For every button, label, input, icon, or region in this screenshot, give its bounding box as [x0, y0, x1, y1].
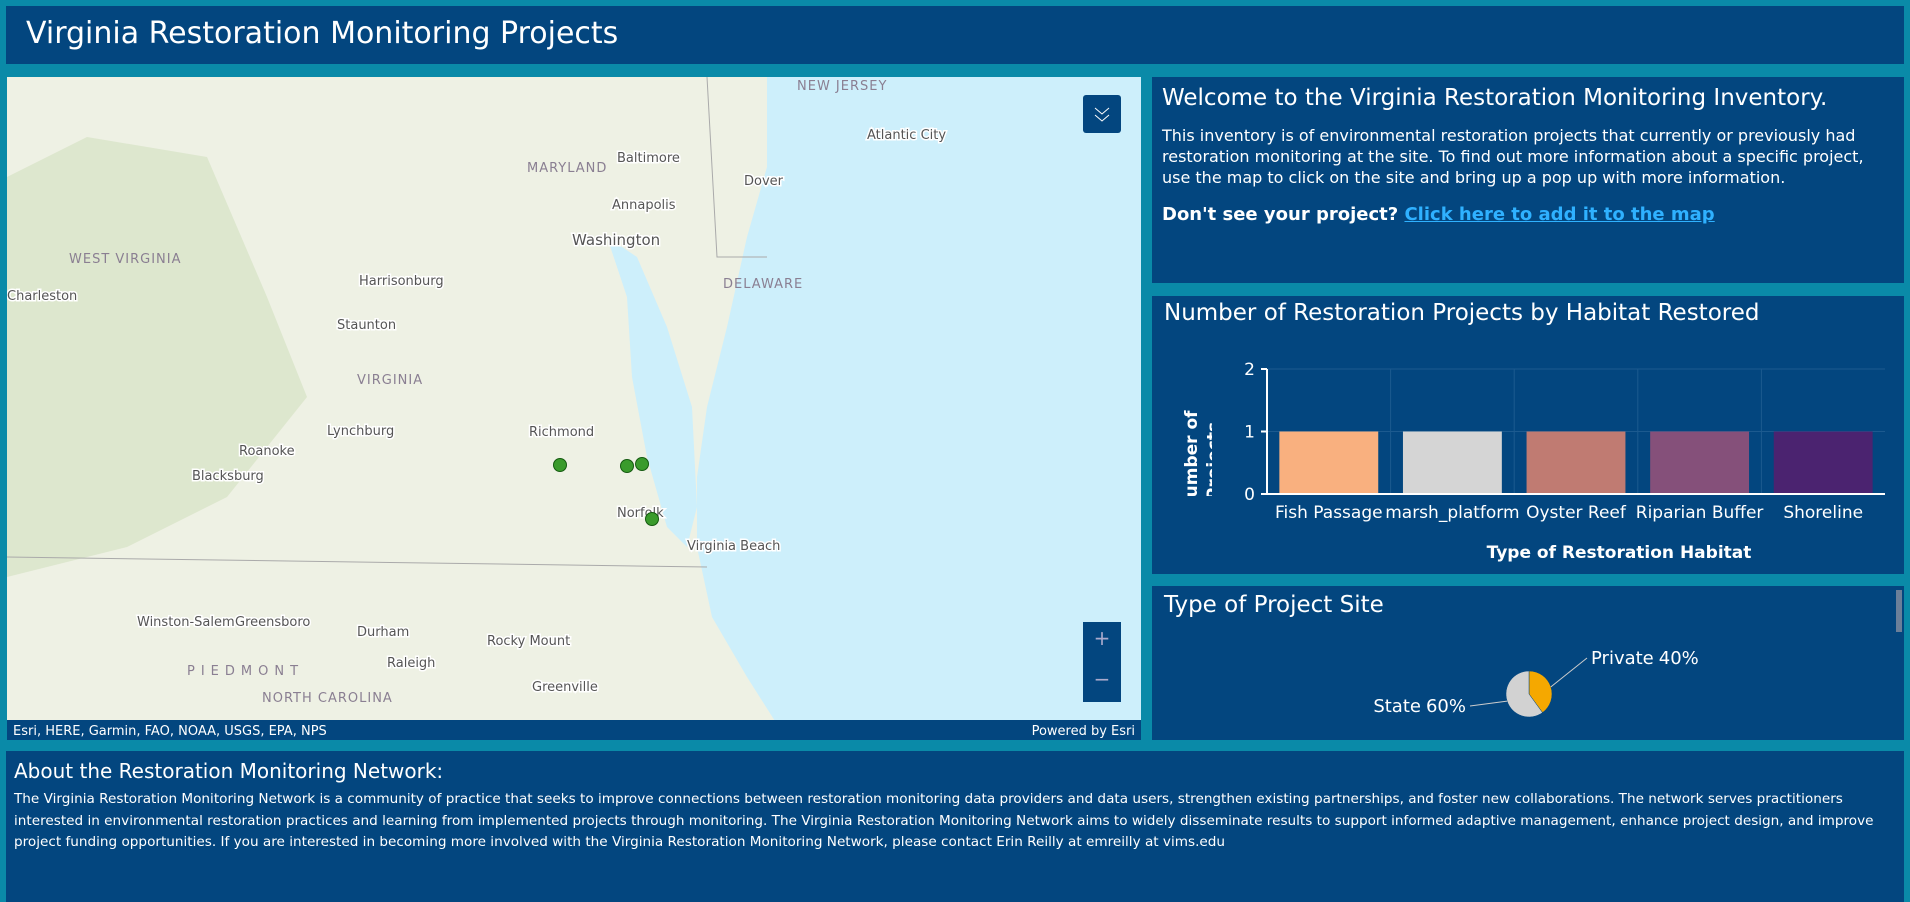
bar: [1279, 431, 1379, 494]
welcome-panel: Welcome to the Virginia Restoration Moni…: [1152, 77, 1904, 283]
page-title: Virginia Restoration Monitoring Projects: [26, 16, 619, 51]
map-label: Lynchburg: [327, 424, 394, 439]
leader-line: [1469, 700, 1508, 707]
pie-value-label: 60%: [1426, 696, 1466, 717]
prompt-line: Don't see your project? Click here to ad…: [1162, 204, 1894, 225]
bay: [607, 237, 697, 547]
y-tick-label: 2: [1244, 360, 1255, 380]
map-label: Virginia Beach: [687, 539, 780, 554]
project-site[interactable]: [645, 512, 659, 526]
map-label: Winston-Salem: [137, 615, 235, 630]
prompt: Don't see your project?: [1162, 204, 1399, 225]
bar-chart: Number of Restoration Projects by Habita…: [1164, 300, 1885, 563]
add-project-link[interactable]: Click here to add it to the map: [1404, 204, 1715, 225]
map-label: Durham: [357, 625, 409, 640]
map-label: Rocky Mount: [487, 634, 570, 649]
map-label: Raleigh: [387, 656, 435, 671]
welcome-text: This inventory is of environmental resto…: [1162, 126, 1864, 187]
x-tick-label: marsh_platform: [1385, 503, 1519, 523]
bar: [1650, 431, 1750, 494]
project-site[interactable]: [635, 457, 649, 471]
pie-value-label: 40%: [1659, 648, 1699, 669]
about-text: The Virginia Restoration Monitoring Netw…: [14, 791, 1874, 850]
state-border: [6, 556, 708, 568]
ocean: [697, 77, 1141, 740]
map-label: NEW JERSEY: [797, 79, 887, 94]
map-label: VIRGINIA: [357, 373, 423, 388]
about-title: About the Restoration Monitoring Network…: [14, 759, 444, 783]
map-label: Staunton: [337, 318, 396, 333]
map-label: WEST VIRGINIA: [69, 252, 182, 267]
map-label: Dover: [744, 174, 784, 189]
bar: [1773, 431, 1873, 494]
pie-category: State: [1373, 696, 1421, 717]
x-tick-label: Shoreline: [1783, 503, 1863, 523]
x-axis-label: Type of Restoration Habitat: [1487, 543, 1752, 563]
map-label: Greenville: [532, 680, 598, 695]
map-label: Annapolis: [612, 198, 676, 213]
map[interactable]: NEW JERSEY Atlantic City Baltimore MARYL…: [6, 76, 1141, 740]
project-site[interactable]: [553, 458, 567, 472]
map-label: Roanoke: [239, 444, 295, 459]
scrollbar[interactable]: [1896, 590, 1902, 632]
map-label: MARYLAND: [527, 161, 607, 176]
leader-line: [1550, 657, 1588, 688]
welcome-title: Welcome to the Virginia Restoration Moni…: [1162, 85, 1828, 111]
map-label: Greensboro: [235, 615, 310, 630]
y-tick-label: 1: [1244, 423, 1255, 443]
pie-chart: Type of Project Site Private 40% State 60%: [1163, 590, 1902, 718]
map-label: NORTH CAROLINA: [262, 691, 393, 706]
zoom-control: [1083, 622, 1121, 702]
x-tick-label: Riparian Buffer: [1636, 503, 1764, 523]
bar-panel: Number of Restoration Projects by Habita…: [1152, 296, 1904, 574]
chart-title: Type of Project Site: [1163, 592, 1384, 618]
x-tick-label: Oyster Reef: [1526, 503, 1627, 523]
pie-panel: Type of Project Site Private 40% State 60%: [1152, 586, 1904, 740]
y-axis-label: Number of Projects: [1182, 410, 1212, 496]
attribution: Esri, HERE, Garmin, FAO, NOAA, USGS, EPA…: [13, 724, 327, 739]
pie-label: Private 40%: [1591, 648, 1699, 669]
pie-slice: [1528, 670, 1553, 713]
header: Virginia Restoration Monitoring Projects: [6, 6, 1904, 64]
y-axis-label-box: Number of Projects: [1182, 410, 1212, 496]
pie-category: Private: [1591, 648, 1654, 669]
powered-by: Powered by Esri: [1032, 724, 1135, 739]
map-label: Harrisonburg: [359, 274, 444, 289]
map-label: DELAWARE: [723, 277, 803, 292]
state-border: [706, 76, 767, 258]
y-tick-label: 0: [1244, 485, 1255, 505]
map-label: PIEDMONT: [187, 664, 304, 679]
zoom-in[interactable]: +: [1094, 626, 1111, 650]
attribution-bar: [7, 720, 1141, 740]
collapse-icon: [1094, 107, 1110, 122]
map-label: Atlantic City: [867, 128, 946, 143]
map-label: Richmond: [529, 425, 594, 440]
project-site[interactable]: [620, 459, 634, 473]
bar: [1402, 431, 1502, 494]
x-tick-label: Fish Passage: [1275, 503, 1383, 523]
pie-label: State 60%: [1373, 696, 1466, 717]
bar: [1526, 431, 1626, 494]
map-label: Washington: [572, 231, 660, 249]
map-label: Blacksburg: [192, 469, 264, 484]
about-panel: About the Restoration Monitoring Network…: [6, 751, 1904, 902]
zoom-out[interactable]: −: [1094, 667, 1111, 691]
mountains: [7, 137, 307, 577]
map-label: Baltimore: [617, 151, 680, 166]
chart-title: Number of Restoration Projects by Habita…: [1164, 300, 1759, 326]
map-label: Charleston: [7, 289, 77, 304]
map-canvas[interactable]: NEW JERSEY Atlantic City Baltimore MARYL…: [6, 76, 1141, 740]
